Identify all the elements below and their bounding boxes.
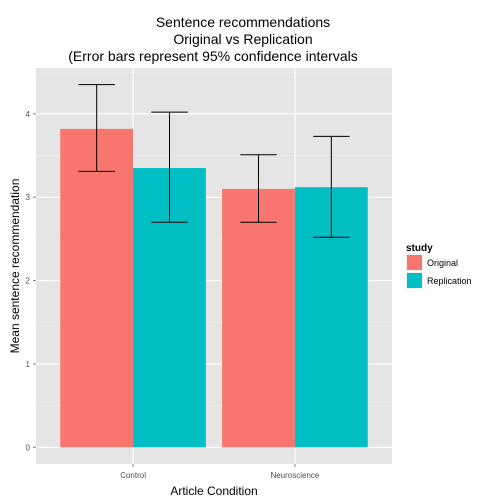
y-tick-label: 3 (26, 193, 31, 202)
y-axis-ticks: 0 1 2 3 4 (26, 110, 36, 452)
y-tick-label: 0 (26, 443, 31, 452)
bar-original-control (60, 128, 134, 448)
chart-title-line-3: (Error bars represent 95% confidence int… (68, 48, 357, 64)
legend-label-replication: Replication (427, 276, 472, 286)
x-tick-label: Neuroscience (270, 471, 319, 480)
chart-title: Sentence recommendations Original vs Rep… (68, 14, 357, 64)
legend: study Original Replication (406, 243, 472, 289)
bar-original-neuroscience (222, 188, 295, 448)
error-bar-original-neuroscience (240, 154, 277, 223)
bars (60, 128, 368, 448)
legend-swatch-original (407, 255, 422, 270)
x-axis-label: Article Condition (170, 484, 257, 498)
error-bar-replication-neuroscience (313, 135, 350, 238)
legend-title: study (406, 243, 433, 254)
y-tick-label: 4 (26, 110, 31, 119)
chart-title-line-2: Original vs Replication (173, 31, 312, 47)
x-tick-label: Control (120, 471, 146, 480)
legend-label-original: Original (427, 258, 458, 268)
x-axis-ticks: Control Neuroscience (120, 464, 320, 480)
legend-swatch-replication (407, 273, 422, 288)
chart-title-line-1: Sentence recommendations (156, 14, 330, 30)
y-tick-label: 1 (26, 360, 31, 369)
y-tick-label: 2 (26, 277, 31, 286)
error-bars (78, 84, 350, 238)
y-axis-label: Mean sentence recommendation (8, 179, 22, 354)
error-bar-original-control (78, 84, 115, 172)
error-bar-replication-control (151, 111, 188, 223)
